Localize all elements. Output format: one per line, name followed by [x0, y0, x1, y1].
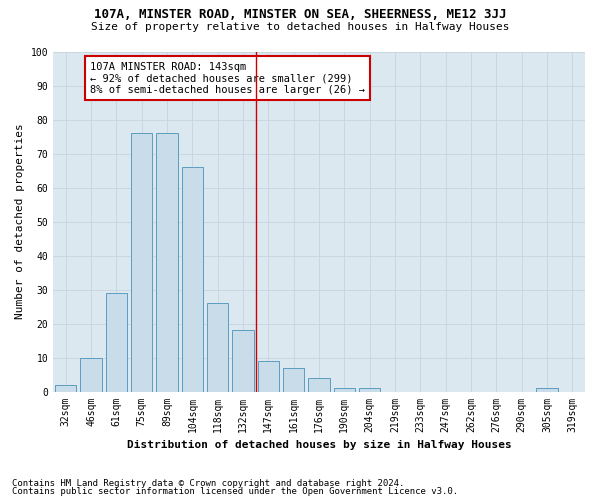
- Bar: [283, 368, 304, 392]
- Text: Contains HM Land Registry data © Crown copyright and database right 2024.: Contains HM Land Registry data © Crown c…: [12, 478, 404, 488]
- Bar: [207, 303, 229, 392]
- Text: 107A, MINSTER ROAD, MINSTER ON SEA, SHEERNESS, ME12 3JJ: 107A, MINSTER ROAD, MINSTER ON SEA, SHEE…: [94, 8, 506, 20]
- Bar: [55, 384, 76, 392]
- Text: Size of property relative to detached houses in Halfway Houses: Size of property relative to detached ho…: [91, 22, 509, 32]
- Bar: [182, 167, 203, 392]
- Text: 107A MINSTER ROAD: 143sqm
← 92% of detached houses are smaller (299)
8% of semi-: 107A MINSTER ROAD: 143sqm ← 92% of detac…: [90, 62, 365, 95]
- Bar: [232, 330, 254, 392]
- Bar: [257, 361, 279, 392]
- Bar: [106, 293, 127, 392]
- Text: Contains public sector information licensed under the Open Government Licence v3: Contains public sector information licen…: [12, 487, 458, 496]
- Y-axis label: Number of detached properties: Number of detached properties: [15, 124, 25, 320]
- Bar: [80, 358, 102, 392]
- X-axis label: Distribution of detached houses by size in Halfway Houses: Distribution of detached houses by size …: [127, 440, 511, 450]
- Bar: [131, 133, 152, 392]
- Bar: [308, 378, 330, 392]
- Bar: [334, 388, 355, 392]
- Bar: [156, 133, 178, 392]
- Bar: [536, 388, 558, 392]
- Bar: [359, 388, 380, 392]
